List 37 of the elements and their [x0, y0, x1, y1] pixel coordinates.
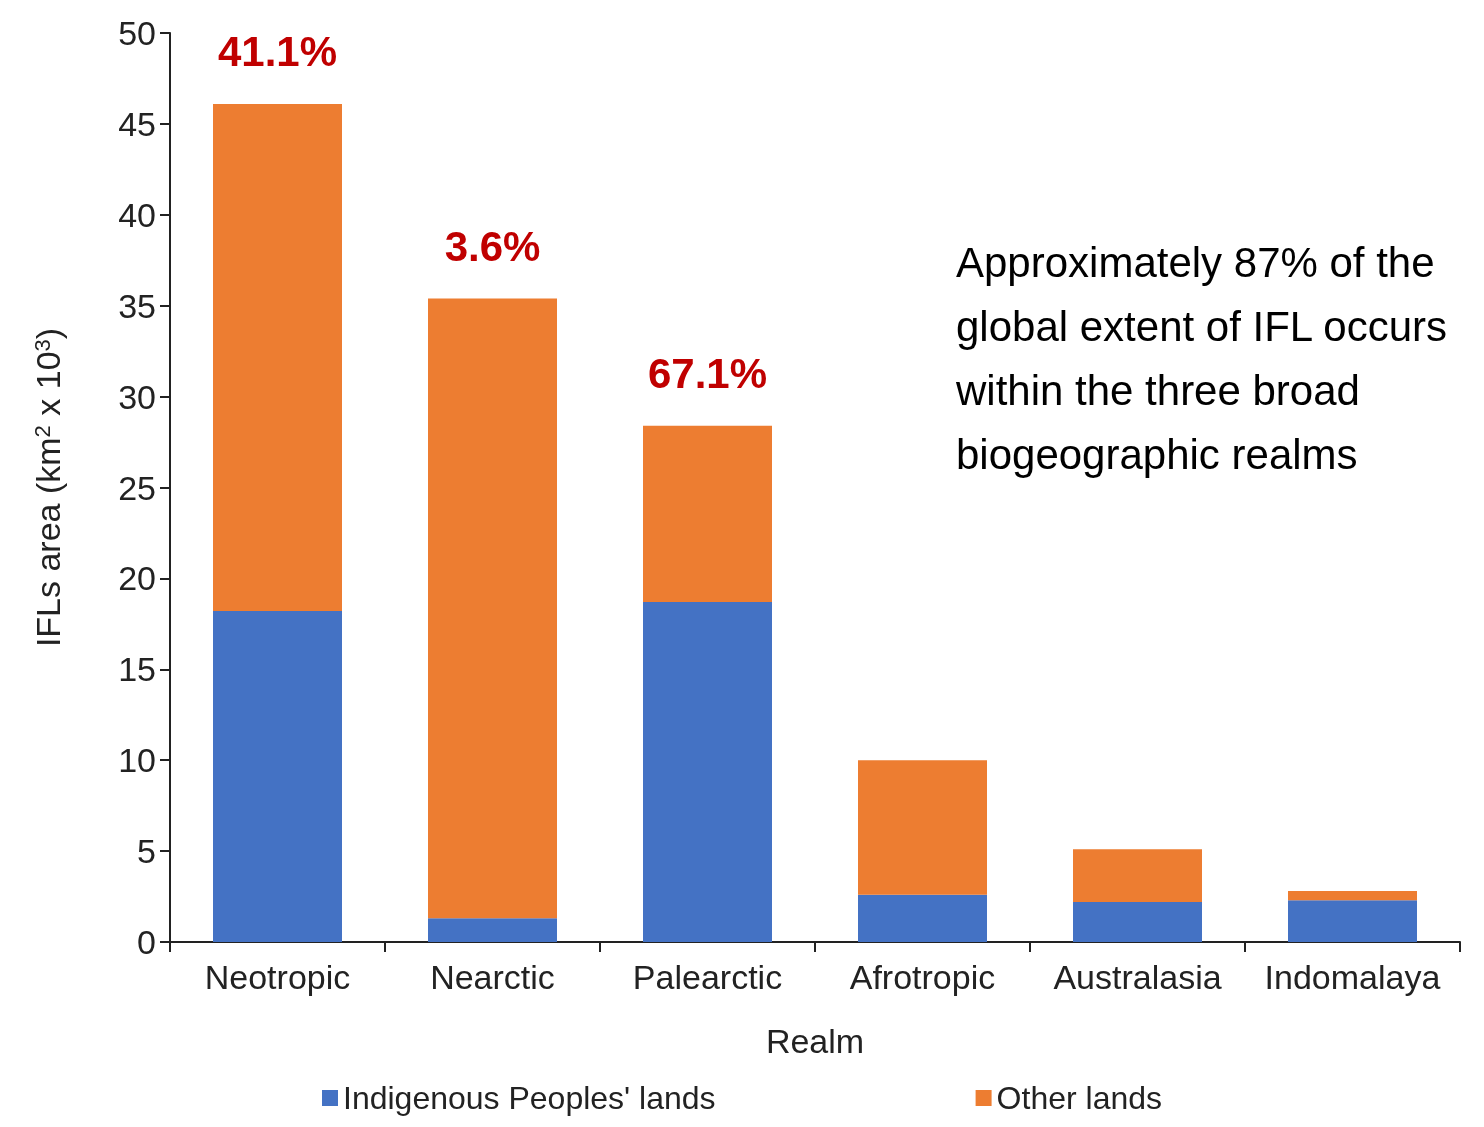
y-tick-label: 0	[137, 923, 156, 961]
y-tick-label: 5	[137, 832, 156, 871]
x-axis-title: Realm	[765, 1022, 865, 1060]
annotation: 3.6%	[444, 222, 541, 270]
annotation: 67.1%	[647, 350, 768, 398]
y-tick-label: 40	[118, 195, 156, 234]
bar	[1073, 849, 1202, 902]
y-tick-label: 50	[118, 14, 156, 52]
x-tick-label: Australasia	[1053, 958, 1222, 996]
bar	[643, 425, 772, 603]
y-tick-label: 30	[118, 377, 156, 416]
annotation: Approximately 87% of the global extent of IFL occurs within the three broad biogeographic realms	[955, 238, 1459, 478]
y-tick-label: 45	[118, 104, 156, 143]
bar	[1288, 891, 1417, 901]
legend-label: Indigenous Peoples' lands	[342, 1080, 716, 1116]
bar	[1288, 900, 1417, 942]
x-tick-label: Afrotropic	[849, 958, 996, 996]
y-tick-label: 20	[118, 559, 156, 598]
bar	[643, 602, 772, 942]
x-tick-label: Neotropic	[204, 958, 351, 996]
y-tick-label: 10	[118, 741, 156, 780]
bar	[1073, 902, 1202, 942]
bar	[858, 760, 987, 895]
legend-label: Other lands	[996, 1080, 1163, 1116]
annotation: 41.1%	[217, 28, 338, 76]
bar	[213, 611, 342, 942]
y-tick-label: 15	[118, 650, 156, 689]
y-axis-title: IFLs area (km2 x 103)	[29, 327, 67, 648]
y-tick-label: 35	[118, 286, 156, 325]
x-tick-label: Indomalaya	[1264, 958, 1441, 996]
bar	[213, 103, 342, 612]
x-tick-label: Palearctic	[632, 958, 783, 996]
x-tick-label: Nearctic	[430, 958, 555, 996]
y-tick-label: 25	[118, 468, 156, 507]
bar	[428, 298, 557, 919]
bar	[428, 918, 557, 942]
bar	[858, 894, 987, 942]
